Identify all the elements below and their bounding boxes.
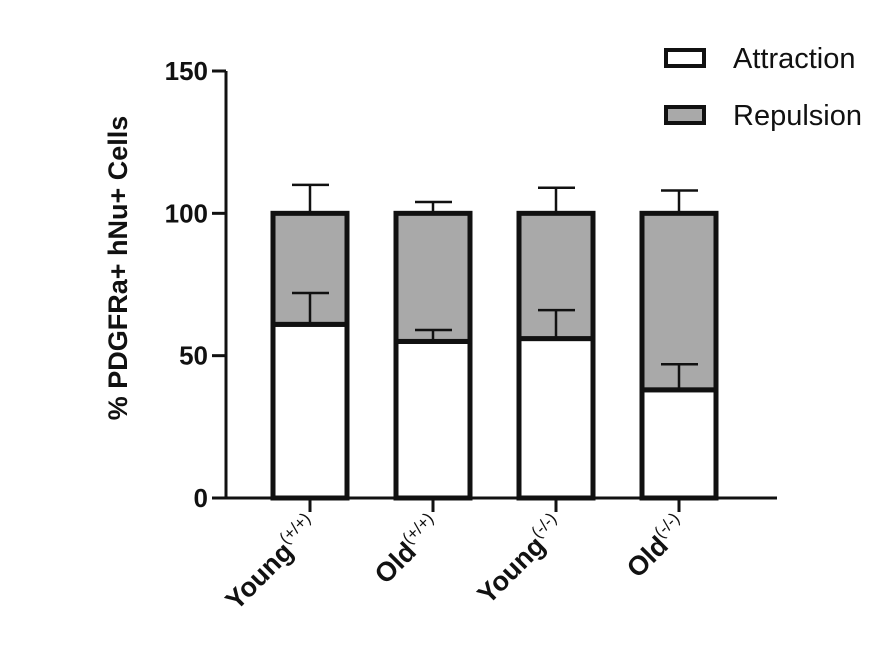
legend: Attraction Repulsion: [664, 43, 862, 132]
category-label: Old(+/+): [367, 509, 448, 590]
y-axis-label: % PDGFRa+ hNu+ Cells: [103, 116, 133, 421]
y-tick-label: 0: [194, 483, 208, 513]
bar-attraction-1: [270, 321, 350, 501]
category-labels: Young(+/+) Old(+/+) Young(-/-) Old(-/-): [218, 509, 694, 616]
category-label: Old(-/-): [619, 509, 694, 584]
legend-label-repulsion: Repulsion: [733, 100, 862, 132]
legend-label-attraction: Attraction: [733, 43, 856, 75]
y-tick-label: 150: [165, 56, 208, 86]
legend-swatch-attraction: [664, 48, 706, 68]
y-tick-label: 50: [179, 341, 208, 371]
category-name: Young: [472, 530, 551, 609]
error-bars-layer: [292, 183, 698, 390]
category-name: Young: [220, 536, 299, 615]
bar-attraction-3: [516, 336, 596, 501]
bars-layer: [270, 210, 719, 501]
y-axis: 0 50 100 150: [165, 56, 228, 513]
category-label: Young(+/+): [218, 509, 325, 616]
bar-repulsion-2: [393, 210, 473, 344]
y-tick-label: 100: [165, 198, 208, 228]
category-label: Young(-/-): [470, 509, 571, 610]
bar-attraction-4: [639, 387, 719, 501]
legend-swatch-repulsion: [664, 105, 706, 125]
bar-attraction-2: [393, 338, 473, 501]
